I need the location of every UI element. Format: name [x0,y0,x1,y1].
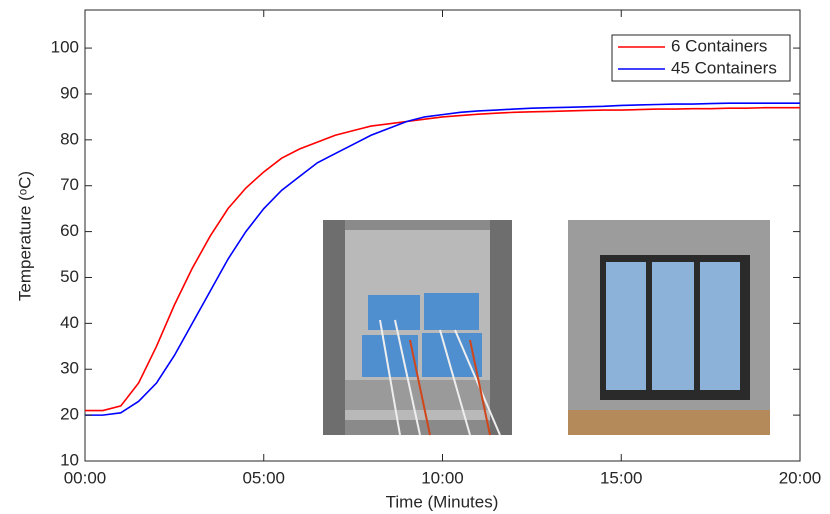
y-tick-label: 10 [60,450,79,469]
x-tick-label: 15:00 [600,468,643,487]
y-tick-label: 90 [60,83,79,102]
x-axis-label: Time (Minutes) [386,492,499,511]
y-tick-label: 50 [60,267,79,286]
y-tick-label: 100 [51,38,79,57]
x-tick-label: 05:00 [242,468,285,487]
y-tick-label: 70 [60,175,79,194]
legend-label: 45 Containers [671,58,777,77]
y-axis-label: Temperature (ᵒC) [15,171,34,301]
inset-photo-oven [323,220,512,436]
y-tick-label: 30 [60,359,79,378]
x-tick-label: 20:00 [779,468,822,487]
plot-area [85,102,800,416]
legend: 6 Containers 45 Containers [611,34,791,82]
x-tick-label: 10:00 [421,468,464,487]
series-line [85,102,800,416]
series-line [85,106,800,412]
y-tick-label: 20 [60,405,79,424]
legend-label: 6 Containers [671,36,767,55]
y-tick-label: 60 [60,221,79,240]
y-tick-label: 40 [60,313,79,332]
x-tick-label: 00:00 [64,468,107,487]
inset-photo-rack [568,220,770,435]
y-tick-label: 80 [60,129,79,148]
